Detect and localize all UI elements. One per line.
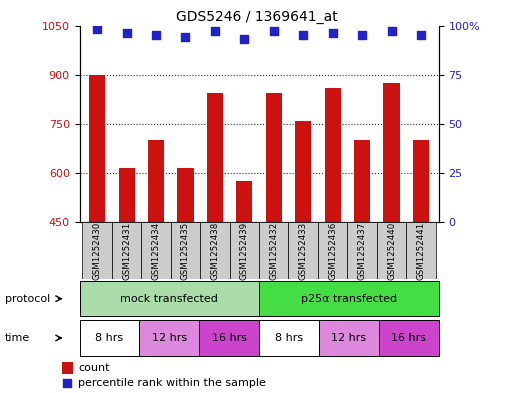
Bar: [80, 320, 140, 356]
Point: [328, 30, 337, 37]
Point: [93, 26, 101, 33]
Text: percentile rank within the sample: percentile rank within the sample: [78, 378, 266, 388]
Text: p25α transfected: p25α transfected: [301, 294, 397, 304]
Point: [387, 28, 396, 35]
Text: GSM1252440: GSM1252440: [387, 221, 396, 280]
Bar: [207, 93, 223, 222]
Text: 12 hrs: 12 hrs: [152, 333, 187, 343]
Text: 16 hrs: 16 hrs: [212, 333, 247, 343]
Text: 12 hrs: 12 hrs: [331, 333, 366, 343]
Bar: [119, 168, 135, 222]
Point: [417, 32, 425, 39]
Bar: [177, 168, 193, 222]
Bar: [148, 140, 164, 222]
Bar: [259, 281, 439, 316]
Point: [152, 32, 160, 39]
Bar: [112, 222, 141, 279]
Bar: [295, 121, 311, 222]
Bar: [377, 222, 406, 279]
Point: [270, 28, 278, 35]
Text: 16 hrs: 16 hrs: [391, 333, 426, 343]
Text: GSM1252438: GSM1252438: [210, 221, 220, 280]
Bar: [266, 93, 282, 222]
Text: GSM1252430: GSM1252430: [93, 221, 102, 280]
Bar: [379, 320, 439, 356]
Text: protocol: protocol: [5, 294, 50, 304]
Bar: [325, 88, 341, 222]
Bar: [62, 362, 73, 373]
Text: GSM1252436: GSM1252436: [328, 221, 337, 280]
Text: GSM1252432: GSM1252432: [269, 221, 278, 280]
Bar: [230, 222, 259, 279]
Text: 8 hrs: 8 hrs: [275, 333, 303, 343]
Bar: [259, 222, 288, 279]
Point: [299, 32, 307, 39]
Text: GSM1252434: GSM1252434: [151, 221, 161, 280]
Text: time: time: [5, 333, 30, 343]
Point: [63, 380, 71, 386]
Bar: [406, 222, 436, 279]
Bar: [200, 222, 230, 279]
Bar: [199, 320, 259, 356]
Bar: [354, 140, 370, 222]
Bar: [80, 281, 259, 316]
Point: [123, 30, 131, 37]
Point: [240, 36, 248, 42]
Bar: [171, 222, 200, 279]
Text: mock transfected: mock transfected: [121, 294, 218, 304]
Text: GDS5246 / 1369641_at: GDS5246 / 1369641_at: [175, 10, 338, 24]
Text: GSM1252441: GSM1252441: [417, 221, 425, 280]
Text: GSM1252439: GSM1252439: [240, 222, 249, 279]
Bar: [347, 222, 377, 279]
Bar: [89, 75, 105, 222]
Point: [182, 34, 190, 40]
Bar: [259, 320, 319, 356]
Bar: [236, 181, 252, 222]
Bar: [288, 222, 318, 279]
Point: [211, 28, 219, 35]
Text: GSM1252437: GSM1252437: [358, 221, 367, 280]
Bar: [319, 320, 379, 356]
Bar: [140, 320, 199, 356]
Bar: [83, 222, 112, 279]
Point: [358, 32, 366, 39]
Bar: [383, 83, 400, 222]
Bar: [318, 222, 347, 279]
Text: count: count: [78, 363, 109, 373]
Text: 8 hrs: 8 hrs: [95, 333, 124, 343]
Text: GSM1252433: GSM1252433: [299, 221, 308, 280]
Bar: [413, 140, 429, 222]
Text: GSM1252431: GSM1252431: [122, 221, 131, 280]
Bar: [141, 222, 171, 279]
Text: GSM1252435: GSM1252435: [181, 221, 190, 280]
